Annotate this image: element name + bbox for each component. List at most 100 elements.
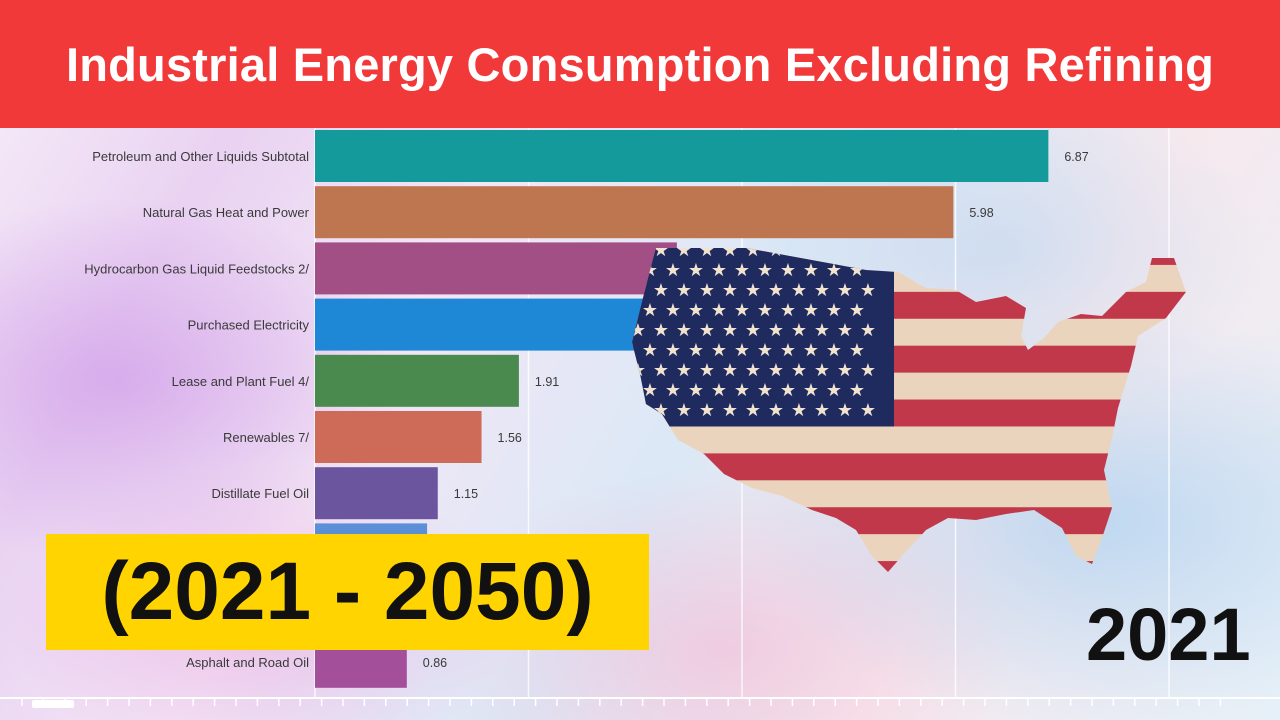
year-range-label: (2021 - 2050): [101, 546, 594, 637]
category-label: Hydrocarbon Gas Liquid Feedstocks 2/: [84, 261, 309, 276]
svg-text:★: ★: [734, 340, 750, 361]
bar: [315, 467, 438, 520]
svg-text:★: ★: [814, 240, 830, 261]
usa-map-flag-icon: ★ ★ ★ ★ ★ ★ ★ ★ ★ ★ ★★ ★ ★ ★ ★ ★ ★ ★ ★ ★★ ★ ★ ★ ★ ★ ★ ★ ★ ★ ★★ ★ ★ ★ ★ ★ ★ ★…: [630, 240, 1186, 572]
category-label: Distillate Fuel Oil: [211, 486, 309, 501]
progress-handle: [32, 700, 74, 708]
svg-text:★: ★: [699, 320, 715, 341]
value-label: 0.86: [423, 656, 447, 670]
svg-text:★: ★: [630, 240, 646, 261]
svg-text:★: ★: [849, 260, 865, 281]
svg-text:★: ★: [814, 320, 830, 341]
svg-text:★: ★: [699, 280, 715, 301]
value-label: 1.56: [498, 431, 522, 445]
category-label: Purchased Electricity: [188, 318, 310, 333]
svg-text:★: ★: [791, 320, 807, 341]
value-label: 5.98: [969, 206, 993, 220]
svg-text:★: ★: [722, 280, 738, 301]
svg-text:★: ★: [826, 300, 842, 321]
svg-text:★: ★: [688, 340, 704, 361]
svg-text:★: ★: [711, 340, 727, 361]
svg-text:★: ★: [780, 340, 796, 361]
svg-text:★: ★: [849, 300, 865, 321]
svg-text:★: ★: [699, 240, 715, 261]
svg-text:★: ★: [630, 280, 646, 301]
svg-text:★: ★: [814, 280, 830, 301]
svg-text:★: ★: [791, 240, 807, 261]
svg-text:★: ★: [860, 360, 876, 381]
svg-text:★: ★: [665, 300, 681, 321]
svg-text:★: ★: [757, 340, 773, 361]
svg-text:★: ★: [711, 300, 727, 321]
svg-text:★: ★: [734, 260, 750, 281]
svg-text:★: ★: [837, 240, 853, 261]
svg-text:★: ★: [711, 380, 727, 401]
svg-text:★: ★: [803, 340, 819, 361]
svg-text:★: ★: [676, 240, 692, 261]
bar-chart: Petroleum and Other Liquids Subtotal 6.87…: [0, 128, 1280, 706]
svg-text:★: ★: [803, 380, 819, 401]
svg-text:★: ★: [837, 280, 853, 301]
svg-text:★: ★: [768, 360, 784, 381]
svg-text:★: ★: [642, 340, 658, 361]
svg-text:★: ★: [722, 360, 738, 381]
svg-text:★: ★: [630, 400, 646, 421]
svg-text:★: ★: [688, 300, 704, 321]
svg-text:★: ★: [757, 260, 773, 281]
svg-text:★: ★: [745, 320, 761, 341]
svg-text:★: ★: [722, 240, 738, 261]
bar: [315, 298, 653, 351]
svg-text:★: ★: [860, 400, 876, 421]
svg-text:★: ★: [676, 320, 692, 341]
svg-text:★: ★: [745, 400, 761, 421]
bar: [315, 130, 1049, 182]
category-label: Petroleum and Other Liquids Subtotal: [92, 149, 309, 164]
svg-text:★: ★: [734, 380, 750, 401]
svg-text:★: ★: [826, 260, 842, 281]
title-banner: Industrial Energy Consumption Excluding …: [0, 0, 1280, 128]
svg-text:★: ★: [665, 260, 681, 281]
svg-text:★: ★: [860, 320, 876, 341]
svg-text:★: ★: [630, 360, 646, 381]
svg-text:★: ★: [688, 260, 704, 281]
svg-text:★: ★: [849, 340, 865, 361]
svg-text:★: ★: [745, 280, 761, 301]
svg-text:★: ★: [699, 360, 715, 381]
svg-text:★: ★: [653, 400, 669, 421]
svg-text:★: ★: [826, 380, 842, 401]
category-label: Lease and Plant Fuel 4/: [172, 374, 310, 389]
svg-text:★: ★: [642, 300, 658, 321]
svg-text:★: ★: [826, 340, 842, 361]
svg-text:★: ★: [745, 240, 761, 261]
svg-text:★: ★: [803, 300, 819, 321]
value-label: 1.15: [454, 487, 478, 501]
svg-text:★: ★: [837, 360, 853, 381]
svg-text:★: ★: [711, 260, 727, 281]
svg-text:★: ★: [665, 380, 681, 401]
svg-text:★: ★: [837, 320, 853, 341]
svg-text:★: ★: [642, 380, 658, 401]
svg-text:★: ★: [722, 320, 738, 341]
svg-text:★: ★: [757, 300, 773, 321]
svg-text:★: ★: [653, 320, 669, 341]
svg-text:★: ★: [676, 360, 692, 381]
svg-text:★: ★: [653, 280, 669, 301]
category-label: Renewables 7/: [223, 430, 309, 445]
svg-text:★: ★: [642, 260, 658, 281]
value-label: 6.87: [1064, 150, 1088, 164]
svg-text:★: ★: [791, 400, 807, 421]
svg-text:★: ★: [676, 280, 692, 301]
svg-text:★: ★: [653, 360, 669, 381]
svg-text:★: ★: [780, 300, 796, 321]
svg-text:★: ★: [768, 280, 784, 301]
svg-text:★: ★: [653, 240, 669, 261]
svg-text:★: ★: [860, 280, 876, 301]
svg-text:★: ★: [665, 340, 681, 361]
current-year-label: 2021: [1086, 593, 1251, 676]
svg-text:★: ★: [791, 280, 807, 301]
svg-text:★: ★: [757, 380, 773, 401]
category-label: Natural Gas Heat and Power: [143, 205, 310, 220]
svg-text:★: ★: [768, 400, 784, 421]
svg-text:★: ★: [768, 240, 784, 261]
svg-text:★: ★: [837, 400, 853, 421]
